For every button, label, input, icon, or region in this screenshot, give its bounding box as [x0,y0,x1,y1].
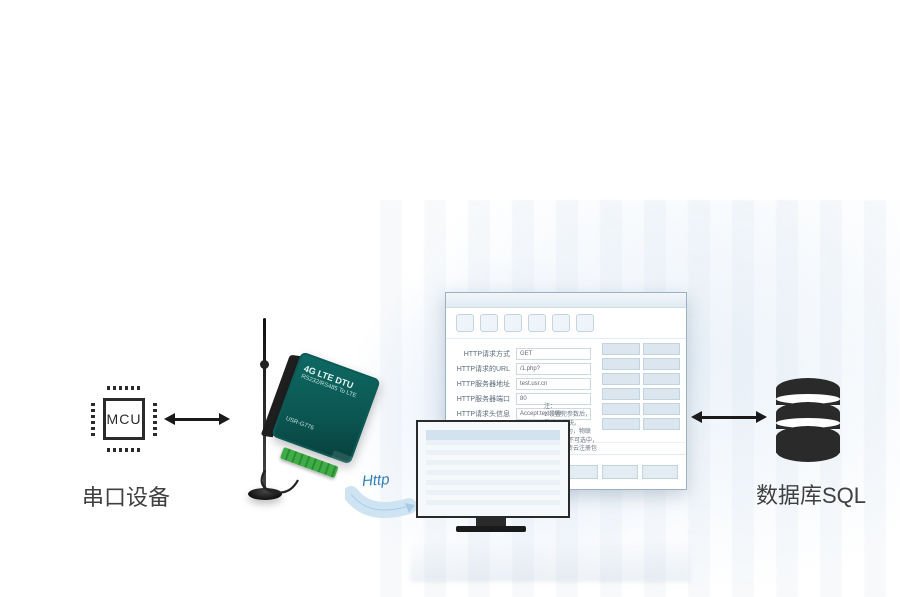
grid-button [643,373,681,385]
grid-button [643,343,681,355]
grid-button [643,358,681,370]
diagram-canvas: MCU 串口设备 4G LTE DTU RS232/RS485 To LTE U… [0,0,900,597]
database-icon [776,378,840,452]
http-label: Http [361,471,390,490]
grid-button [602,343,640,355]
reflection [410,540,690,582]
window-titlebar [446,293,686,308]
mcu-chip-text: MCU [103,398,145,440]
form-label: HTTP服务器地址 [456,379,510,389]
database-label: 数据库SQL [752,478,870,510]
grid-button [643,388,681,400]
footer-button [602,465,638,479]
form-label: HTTP请求方式 [456,349,510,359]
toolbar-icon [480,314,498,332]
toolbar-icon [552,314,570,332]
antenna-joint [260,360,269,369]
toolbar-icon [576,314,594,332]
grid-button [602,403,640,415]
form-label: HTTP请求头信息 [456,409,510,419]
form-field: test.usr.cn [516,378,591,390]
arrow-mcu-device [175,418,219,421]
footer-button [642,465,678,479]
toolbar-icon [504,314,522,332]
form-field: GET [516,348,591,360]
mcu-label: 串口设备 [78,480,174,512]
form-field: /1.php? [516,363,591,375]
antenna-cable [250,470,300,500]
monitor-screen [416,420,570,518]
right-button-grid [602,343,680,430]
grid-button [643,418,681,430]
grid-button [602,373,640,385]
screen-ui [426,430,560,508]
grid-button [643,403,681,415]
form-label: HTTP请求的URL [456,364,510,374]
grid-button [602,388,640,400]
grid-button [602,358,640,370]
toolbar-icon [456,314,474,332]
monitor [416,420,566,538]
form-label: HTTP服务器端口 [456,394,510,404]
mcu-chip: MCU [95,390,153,448]
toolbar-icon [528,314,546,332]
antenna-rod [263,318,266,492]
arrow-software-db [702,416,756,419]
window-toolbar [446,308,686,339]
grid-button [602,418,640,430]
